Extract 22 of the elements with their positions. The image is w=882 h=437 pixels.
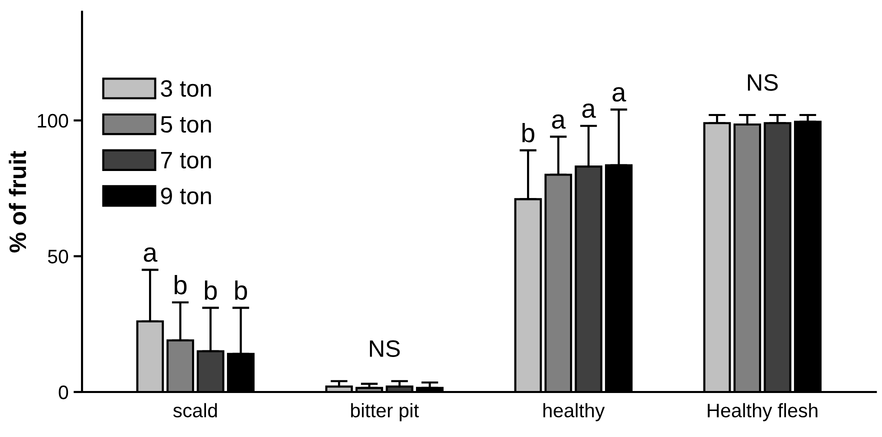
legend-label: 7 ton xyxy=(161,152,211,169)
legend-label: 5 ton xyxy=(160,116,211,133)
annotation: NS xyxy=(370,340,400,358)
x-tick-label: healthy xyxy=(543,403,605,422)
x-tick-label: Healthy flesh xyxy=(708,403,818,422)
legend-label: 9 ton xyxy=(161,188,211,204)
data-label: a xyxy=(582,103,596,118)
data-label: b xyxy=(174,275,187,294)
data-label: b xyxy=(235,280,248,300)
y-tick-label: 0 xyxy=(58,385,68,400)
y-tick-label: 100 xyxy=(38,114,68,128)
x-tick-label: scald xyxy=(173,403,217,418)
x-tick-label: bitter pit xyxy=(351,403,419,422)
data-label: a xyxy=(144,247,158,262)
y-tick-label: 50 xyxy=(48,250,68,264)
data-label: b xyxy=(522,122,534,142)
annotation: NS xyxy=(748,74,778,91)
data-label: b xyxy=(204,280,217,300)
legend-label: 3 ton xyxy=(160,80,211,97)
y-axis-title: % of fruit xyxy=(8,151,26,252)
data-label: a xyxy=(612,87,626,102)
data-label: a xyxy=(552,114,566,129)
